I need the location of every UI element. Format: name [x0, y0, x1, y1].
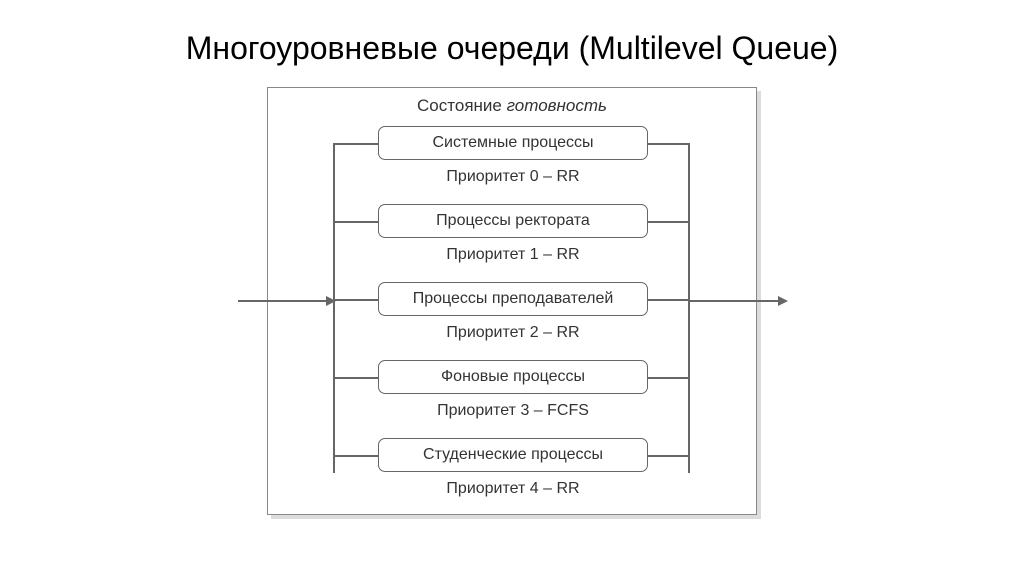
priority-label: Приоритет 3 – FCFS — [378, 402, 648, 420]
queue-row: Процессы ректората Приоритет 1 – RR — [268, 204, 756, 282]
connector-right — [648, 221, 689, 223]
queue-box: Процессы ректората — [378, 204, 648, 238]
state-label-prefix: Состояние — [417, 96, 507, 115]
state-label: Состояние готовность — [268, 88, 756, 126]
queue-box: Системные процессы — [378, 126, 648, 160]
queue-row: Студенческие процессы Приоритет 4 – RR — [268, 438, 756, 516]
queue-box: Процессы преподавателей — [378, 282, 648, 316]
page-title: Многоуровневые очереди (Multilevel Queue… — [0, 0, 1024, 87]
arrow-out-line — [688, 300, 783, 302]
connector-right — [648, 299, 689, 301]
connector-left — [333, 377, 378, 379]
priority-label: Приоритет 2 – RR — [378, 324, 648, 342]
arrow-out-head-icon — [778, 296, 788, 306]
queue-row: Процессы преподавателей Приоритет 2 – RR — [268, 282, 756, 360]
connector-right — [648, 377, 689, 379]
diagram-frame: Состояние готовность Системные процессы … — [267, 87, 757, 515]
connector-left — [333, 299, 378, 301]
queue-box: Фоновые процессы — [378, 360, 648, 394]
priority-label: Приоритет 1 – RR — [378, 246, 648, 264]
connector-left — [333, 143, 378, 145]
queue-row: Системные процессы Приоритет 0 – RR — [268, 126, 756, 204]
priority-label: Приоритет 4 – RR — [378, 480, 648, 498]
state-label-italic: готовность — [507, 96, 607, 115]
priority-label: Приоритет 0 – RR — [378, 168, 648, 186]
connector-left — [333, 455, 378, 457]
queue-stack: Системные процессы Приоритет 0 – RR Проц… — [268, 126, 756, 516]
connector-left — [333, 221, 378, 223]
diagram-container: Состояние готовность Системные процессы … — [267, 87, 757, 515]
connector-right — [648, 455, 689, 457]
queue-row: Фоновые процессы Приоритет 3 – FCFS — [268, 360, 756, 438]
queue-box: Студенческие процессы — [378, 438, 648, 472]
connector-right — [648, 143, 689, 145]
arrow-in-line — [238, 300, 333, 302]
arrow-in-head-icon — [326, 296, 336, 306]
